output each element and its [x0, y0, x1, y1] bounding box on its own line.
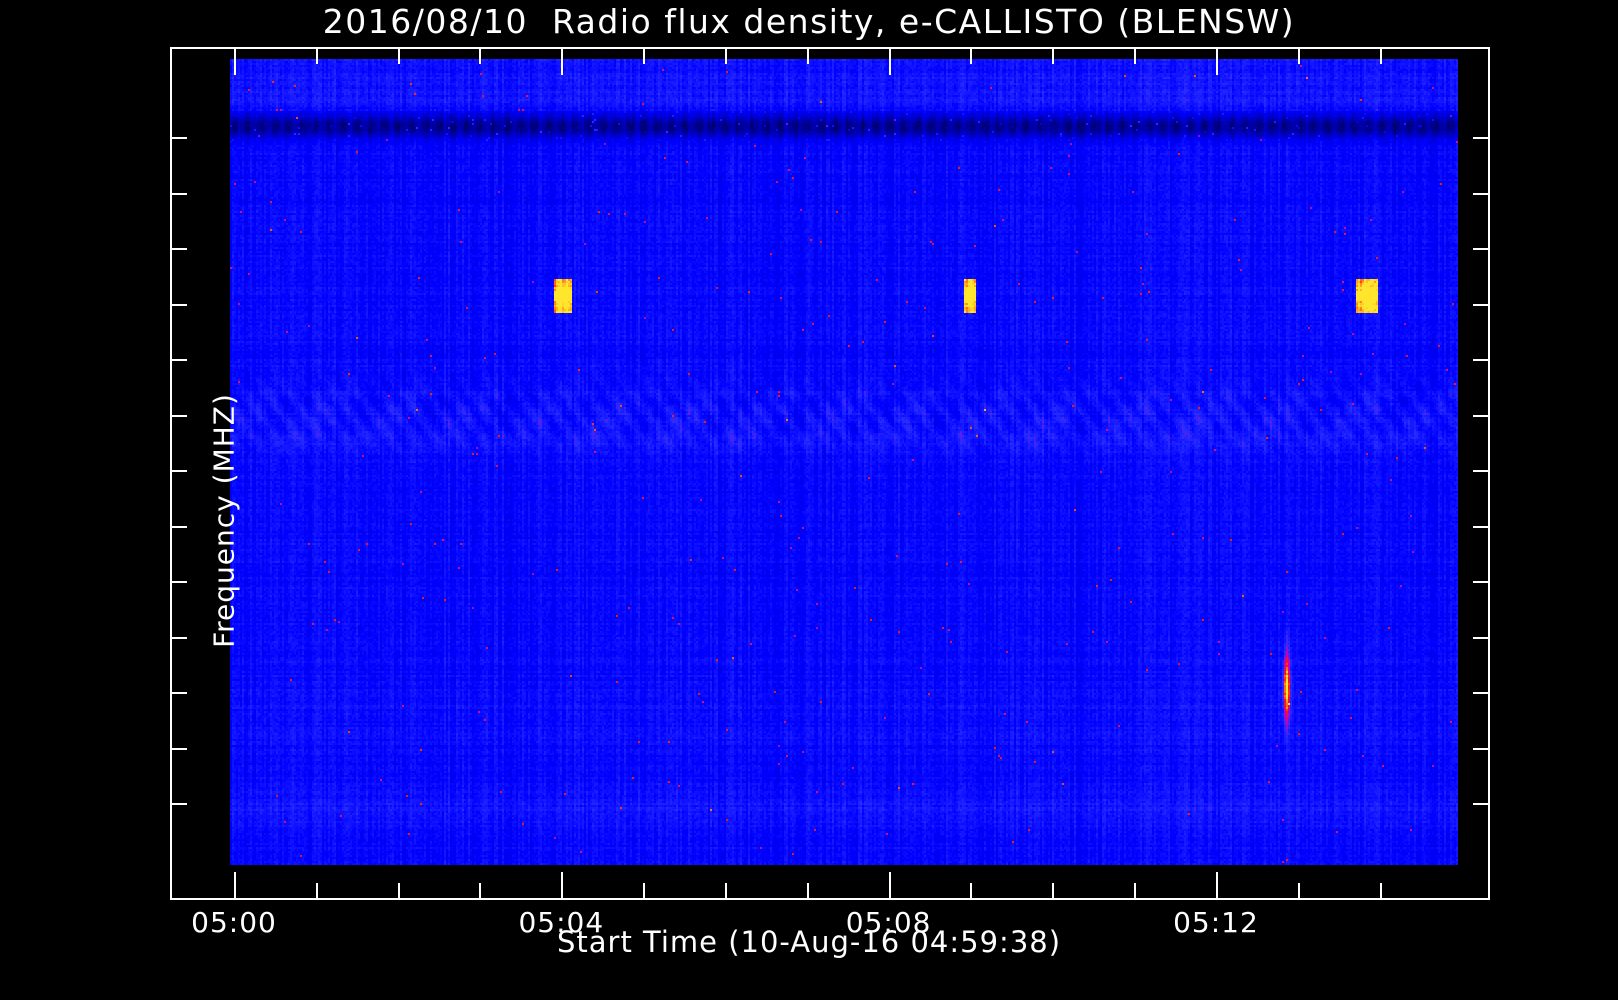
- x-tick-mark: [724, 49, 727, 64]
- y-tick-mark: [172, 414, 187, 417]
- x-tick-mark: [1215, 872, 1218, 898]
- spectrogram-canvas-holder: [230, 59, 1458, 865]
- x-tick-mark: [806, 883, 809, 898]
- x-tick-mark: [1052, 883, 1055, 898]
- x-tick-mark: [1134, 883, 1137, 898]
- spectrogram-canvas: [230, 59, 1458, 865]
- x-tick-mark: [561, 49, 564, 75]
- x-tick-mark: [970, 883, 973, 898]
- y-tick-mark: [1473, 470, 1488, 473]
- x-tick-mark: [970, 49, 973, 64]
- y-tick-mark: [172, 137, 187, 140]
- y-axis-title: Frequency (MHZ): [207, 393, 241, 648]
- x-tick-mark: [724, 883, 727, 898]
- y-tick-mark: [172, 248, 187, 251]
- x-tick-mark: [1215, 49, 1218, 75]
- x-tick-mark: [806, 49, 809, 64]
- x-tick-mark: [1052, 49, 1055, 64]
- y-tick-mark: [172, 581, 187, 584]
- x-tick-mark: [643, 883, 646, 898]
- y-tick-mark: [172, 192, 187, 195]
- y-tick-mark: [172, 359, 187, 362]
- plot-frame: Frequency (MHZ) 05:00 05:04 05:08 05:12: [170, 47, 1490, 939]
- x-tick-label: 05:00: [191, 906, 277, 939]
- x-tick-mark: [888, 49, 891, 75]
- x-tick-label: 05:04: [518, 906, 605, 939]
- y-tick-mark: [1473, 636, 1488, 639]
- figure-title: 2016/08/10 Radio flux density, e-CALLIST…: [322, 2, 1296, 41]
- x-tick-mark: [234, 872, 236, 898]
- y-tick-mark: [172, 470, 187, 473]
- y-tick-mark: [1473, 747, 1488, 750]
- x-tick-mark: [234, 49, 236, 75]
- y-tick-mark: [172, 525, 187, 528]
- y-tick-mark: [172, 692, 187, 695]
- x-tick-mark: [479, 883, 482, 898]
- x-tick-mark: [397, 883, 400, 898]
- x-tick-mark: [1297, 883, 1300, 898]
- x-tick-mark: [479, 49, 482, 64]
- y-tick-mark: [172, 803, 187, 806]
- y-tick-mark: [1473, 414, 1488, 417]
- x-tick-mark: [1297, 49, 1300, 64]
- x-tick-mark: [315, 49, 318, 64]
- spectrogram-image: [230, 59, 1458, 865]
- y-tick-mark: [1473, 137, 1488, 140]
- x-tick-mark: [1379, 49, 1382, 64]
- x-tick-mark: [643, 49, 646, 64]
- x-tick-label: 05:08: [845, 906, 932, 939]
- y-tick-mark: [1473, 248, 1488, 251]
- x-tick-mark: [1134, 49, 1137, 64]
- y-tick-mark: [1473, 192, 1488, 195]
- x-tick-mark: [1379, 883, 1382, 898]
- x-tick-mark: [315, 883, 318, 898]
- y-tick-mark: [1473, 525, 1488, 528]
- y-tick-mark: [172, 303, 187, 306]
- y-tick-mark: [1473, 581, 1488, 584]
- x-tick-mark: [397, 49, 400, 64]
- y-tick-mark: [172, 747, 187, 750]
- y-tick-mark: [1473, 359, 1488, 362]
- x-tick-label: 05:12: [1173, 906, 1259, 939]
- x-axis-title: Start Time (10-Aug-16 04:59:38): [556, 925, 1062, 959]
- x-tick-mark: [888, 872, 891, 898]
- y-tick-mark: [1473, 803, 1488, 806]
- x-tick-mark: [561, 872, 564, 898]
- y-tick-mark: [172, 636, 187, 639]
- y-tick-mark: [1473, 303, 1488, 306]
- y-tick-mark: [1473, 692, 1488, 695]
